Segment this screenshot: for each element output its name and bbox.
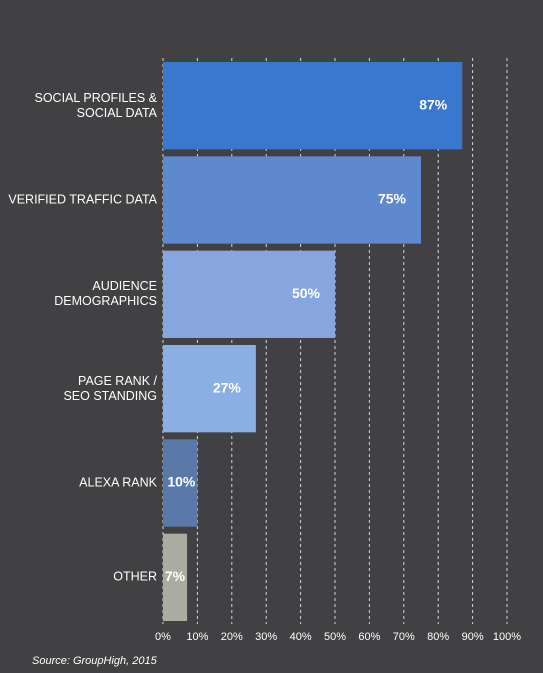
value-label: 7% [165,568,186,584]
source-note: Source: GroupHigh, 2015 [32,655,158,667]
category-label: ALEXA RANK [79,475,157,490]
value-label: 87% [419,96,448,112]
x-tick-label: 50% [324,631,346,643]
bar [163,345,256,433]
bar [163,62,463,150]
category-label: PAGE RANK / SEO STANDING [63,373,157,403]
category-label: OTHER [113,569,157,584]
x-tick-label: 0% [155,631,171,643]
value-label: 10% [167,474,196,490]
x-tick-label: 80% [427,631,449,643]
x-tick-label: 10% [186,631,208,643]
x-tick-label: 40% [290,631,312,643]
bar [163,156,421,244]
bar [163,250,335,338]
bar [163,439,198,527]
bar [163,533,188,621]
x-tick-label: 30% [255,631,277,643]
category-label: AUDIENCE DEMOGRAPHICS [54,279,157,309]
value-label: 27% [213,379,242,395]
category-label: SOCIAL PROFILES & SOCIAL DATA [34,90,158,120]
value-label: 50% [292,285,321,301]
value-label: 75% [378,191,407,207]
x-tick-label: 70% [393,631,415,643]
x-tick-label: 90% [462,631,484,643]
x-tick-label: 20% [221,631,243,643]
x-tick-label: 100% [493,631,521,643]
x-tick-label: 60% [358,631,380,643]
category-label: VERIFIED TRAFFIC DATA [8,192,157,207]
